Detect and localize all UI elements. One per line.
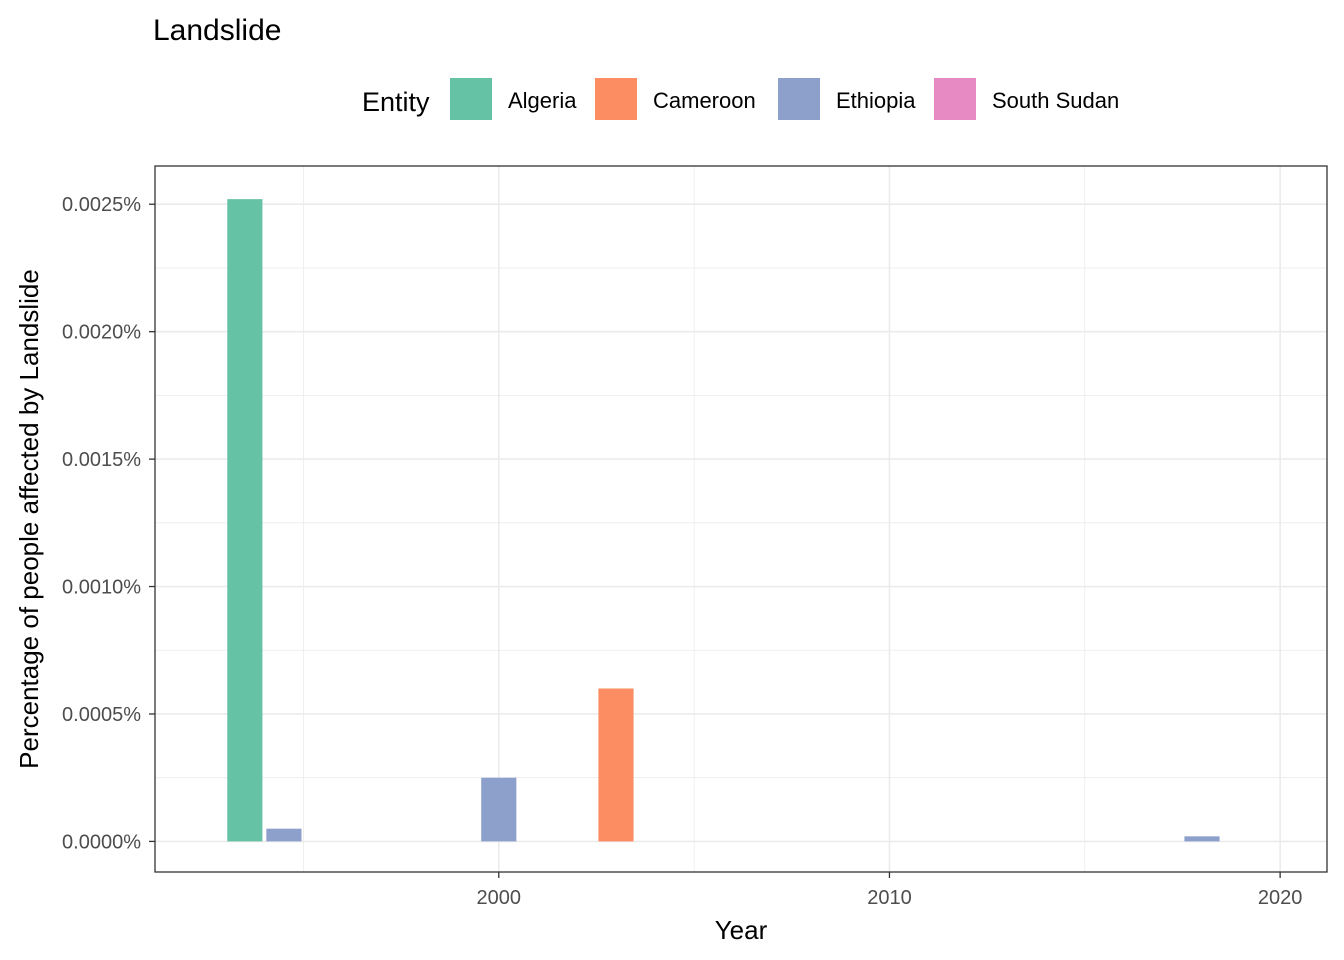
panel-border xyxy=(154,165,1328,873)
grid-major xyxy=(155,166,1327,872)
x-tick-label: 2000 xyxy=(477,887,522,909)
y-axis-title: Percentage of people affected by Landsli… xyxy=(14,269,44,769)
y-tick-label: 0.0000% xyxy=(62,831,141,853)
y-axis: 0.0000% 0.0005% 0.0010% 0.0015% 0.0020% 0.002… xyxy=(62,194,155,853)
legend: Entity Algeria Cameroon Ethiopia South Suda… xyxy=(362,78,1119,120)
x-axis: 2000 2010 2020 xyxy=(477,872,1303,909)
y-tick-label: 0.0010% xyxy=(62,577,141,599)
bars xyxy=(227,199,1220,842)
legend-key-south-sudan xyxy=(934,78,976,120)
grid-minor xyxy=(155,166,1327,872)
x-axis-title: Year xyxy=(715,915,768,945)
bar-ethiopia xyxy=(481,777,517,842)
x-tick-label: 2010 xyxy=(867,887,912,909)
y-tick-label: 0.0020% xyxy=(62,322,141,344)
bar-algeria xyxy=(227,199,263,842)
legend-label-ethiopia: Ethiopia xyxy=(836,88,916,113)
y-tick-label: 0.0005% xyxy=(62,704,141,726)
y-tick-label: 0.0015% xyxy=(62,449,141,471)
panel-background xyxy=(155,166,1327,872)
chart-title: Landslide xyxy=(153,14,281,47)
plot-area: 2000 2010 2020 0.0000% 0.0005% 0.0010% 0.0015… xyxy=(62,165,1328,909)
bar-ethiopia xyxy=(266,828,302,842)
legend-label-south-sudan: South Sudan xyxy=(992,88,1119,113)
bar-cameroon xyxy=(598,688,634,842)
legend-key-algeria xyxy=(450,78,492,120)
legend-label-algeria: Algeria xyxy=(508,88,577,113)
bar-ethiopia xyxy=(1184,836,1220,842)
y-tick-label: 0.0025% xyxy=(62,194,141,216)
legend-label-cameroon: Cameroon xyxy=(653,88,756,113)
x-tick-label: 2020 xyxy=(1258,887,1303,909)
legend-title: Entity xyxy=(362,87,430,117)
legend-key-cameroon xyxy=(595,78,637,120)
legend-key-ethiopia xyxy=(778,78,820,120)
